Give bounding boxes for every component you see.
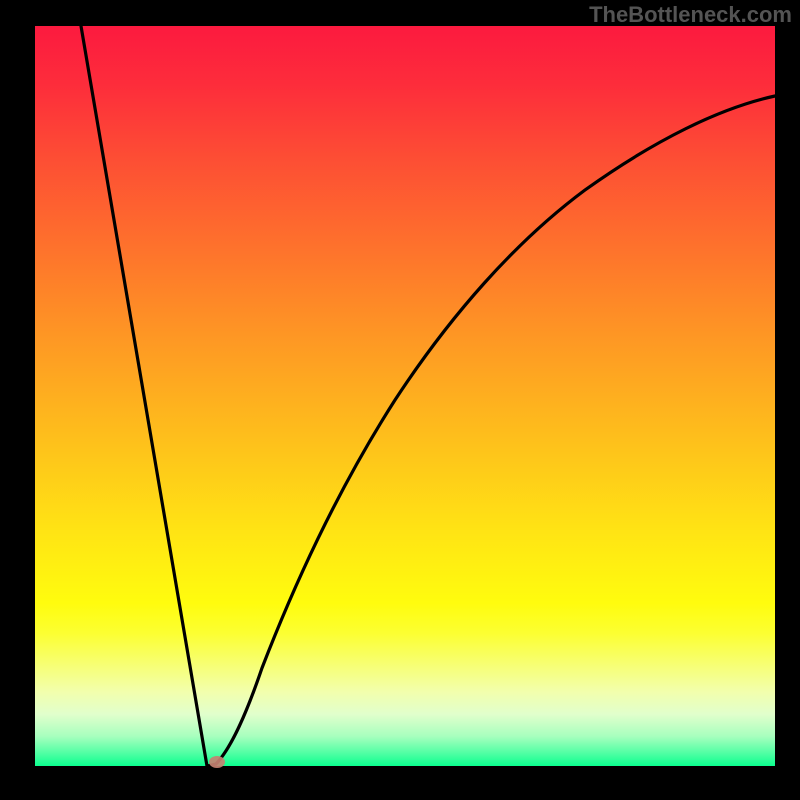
chart-container: TheBottleneck.com <box>0 0 800 800</box>
bottleneck-chart <box>0 0 800 800</box>
plot-background <box>35 26 775 766</box>
minimum-marker <box>209 756 225 768</box>
watermark-text: TheBottleneck.com <box>589 2 792 28</box>
